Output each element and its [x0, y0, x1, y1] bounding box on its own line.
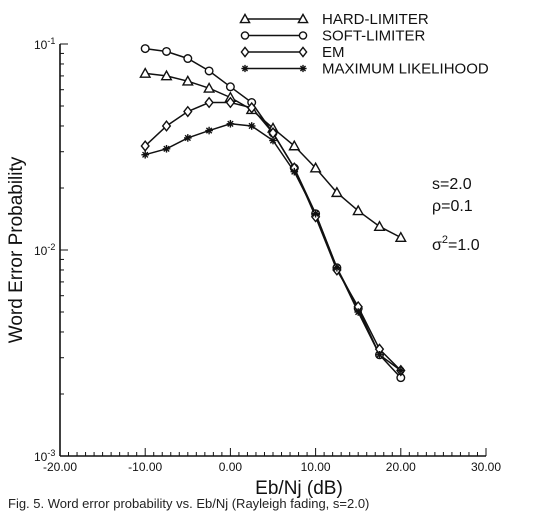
data-point: [352, 204, 365, 216]
y-tick-label: 10-2: [34, 242, 55, 258]
y-tick-base: 10: [34, 450, 48, 464]
y-tick-base: 10: [34, 38, 48, 52]
series-markers: [139, 44, 407, 383]
x-tick-label: 0.00: [219, 460, 243, 474]
data-point: [204, 66, 214, 76]
data-point: [183, 54, 193, 64]
data-point: [140, 140, 150, 152]
annotation-s: s=2.0: [432, 176, 472, 193]
data-point: [226, 119, 235, 128]
x-tick-label: -10.00: [128, 460, 162, 474]
legend-entry: SOFT-LIMITER: [322, 28, 426, 45]
y-axis-label: Word Error Probability: [6, 156, 27, 343]
data-point: [330, 186, 343, 198]
annotation-sigma-value: =1.0: [448, 237, 480, 254]
data-point: [184, 134, 192, 142]
data-point: [333, 263, 341, 272]
y-tick-label: 10-3: [34, 448, 55, 464]
data-point: [373, 220, 386, 232]
data-point: [181, 74, 194, 86]
data-point: [139, 67, 152, 78]
x-tick-label: 30.00: [471, 460, 501, 474]
data-point: [375, 350, 384, 359]
data-point: [311, 209, 320, 218]
x-tick-labels: -20.00 -10.00 0.00 10.00 20.00 30.00: [43, 460, 501, 474]
annotation-sigma-symbol: σ: [432, 237, 442, 254]
data-point: [247, 122, 256, 130]
data-point: [141, 150, 149, 159]
tick-marks: [59, 43, 487, 457]
x-tick-label: -20.00: [43, 460, 77, 474]
y-tick-exponent: -1: [47, 36, 55, 46]
annotation-rho: ρ=0.1: [432, 198, 473, 215]
data-point: [354, 308, 362, 316]
y-tick-exponent: -2: [47, 242, 55, 252]
data-point: [288, 139, 301, 151]
y-tick-labels: 10-310-210-1: [34, 36, 55, 464]
data-point: [161, 120, 172, 132]
legend-marker: [298, 31, 308, 40]
legend-entry: HARD-LIMITER: [322, 11, 429, 28]
legend-marker: [240, 31, 250, 40]
data-point: [161, 46, 171, 56]
data-point: [140, 44, 150, 54]
x-tick-label: 20.00: [386, 460, 416, 474]
data-point: [205, 126, 213, 135]
series-line: [144, 123, 402, 372]
y-tick-label: 10-1: [34, 36, 55, 52]
data-point: [290, 167, 299, 176]
x-tick-label: 10.00: [301, 460, 331, 474]
data-point: [247, 101, 257, 114]
y-tick-exponent: -3: [47, 448, 55, 458]
legend-entry: EM: [322, 44, 345, 61]
legend-marker: [299, 64, 307, 73]
figure-caption: Fig. 5. Word error probability vs. Eb/Nj…: [8, 496, 369, 511]
legend-marker: [298, 46, 308, 58]
data-point: [269, 136, 277, 145]
data-point: [225, 82, 235, 92]
y-tick-base: 10: [34, 244, 48, 258]
data-point: [397, 366, 405, 375]
data-point: [309, 161, 322, 173]
x-axis-label: Eb/Nj (dB): [255, 478, 343, 499]
data-point: [204, 96, 214, 109]
legend-marker: [241, 64, 249, 73]
data-point: [394, 231, 407, 242]
legend-entry: MAXIMUM LIKELIHOOD: [322, 61, 489, 78]
data-point: [225, 96, 236, 109]
data-point: [183, 105, 193, 118]
data-point: [162, 144, 171, 153]
annotation-sigma: σ2=1.0: [432, 234, 480, 254]
legend-marker: [240, 46, 250, 58]
legend-marker: [297, 12, 309, 24]
data-point: [160, 69, 173, 81]
annotation-sigma-exp: 2: [442, 234, 448, 246]
parameter-annotations: s=2.0 ρ=0.1 σ2=1.0: [432, 176, 480, 254]
legend-marker: [239, 12, 251, 24]
data-point: [203, 81, 216, 93]
axes: [59, 44, 486, 457]
